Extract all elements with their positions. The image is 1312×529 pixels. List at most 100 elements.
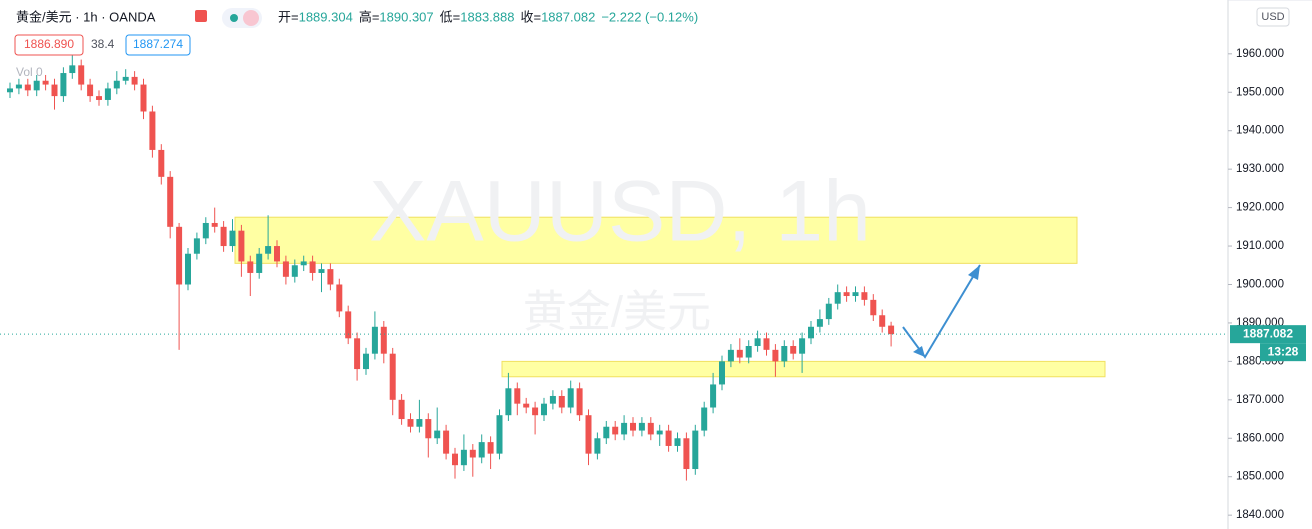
candle-body	[469, 449, 476, 458]
candle-body	[487, 442, 494, 454]
candle-body	[113, 80, 120, 89]
candle-body	[318, 269, 325, 273]
candle-body	[772, 349, 779, 362]
candle-body	[843, 292, 850, 297]
candle-body	[78, 65, 85, 85]
candle-body	[140, 84, 147, 112]
candle-body	[104, 88, 111, 100]
candle-body	[24, 84, 31, 91]
candle-body	[870, 299, 877, 316]
candle-body	[398, 399, 405, 420]
ohlc-key: 低=	[440, 9, 461, 24]
y-tick-label: 1940.000	[1236, 125, 1284, 137]
candle-body	[327, 269, 334, 285]
drawn-arrow	[902, 264, 981, 359]
candle-body	[460, 449, 467, 466]
candle-body	[701, 407, 708, 431]
y-tick-label: 1950.000	[1236, 86, 1284, 98]
flag-icon[interactable]	[195, 10, 207, 22]
status-dot	[230, 14, 238, 22]
candle-body	[523, 403, 530, 408]
ohlc-value: 1887.082	[541, 9, 595, 24]
candle-body	[808, 326, 814, 339]
candle-body	[336, 284, 343, 312]
candle-body	[452, 453, 458, 466]
plot	[0, 53, 1228, 481]
candle-body	[7, 88, 13, 93]
candle-body	[238, 230, 245, 262]
countdown: 13:28	[1268, 344, 1299, 358]
candle-body	[630, 422, 636, 431]
candle-body	[131, 76, 138, 85]
candle-body	[576, 388, 583, 416]
ask-box[interactable]	[125, 34, 191, 56]
candle-body	[799, 338, 806, 354]
candle-body	[532, 407, 539, 416]
y-tick-label: 1910.000	[1236, 240, 1284, 252]
candle-body	[879, 315, 886, 327]
candle-body	[727, 349, 734, 362]
candle-body	[407, 419, 414, 427]
ohlc-value: 1883.888	[460, 9, 514, 24]
candle-body	[425, 419, 432, 439]
ask: 1887.274	[133, 37, 183, 51]
candle-body	[167, 176, 174, 227]
candle-body	[193, 238, 200, 254]
candle-body	[594, 438, 601, 454]
candle-body	[496, 415, 503, 454]
candle-body	[265, 246, 272, 254]
ohlc-value: 1889.304	[299, 9, 353, 24]
candle-body	[300, 261, 307, 266]
candle-body	[60, 73, 67, 97]
candle-body	[816, 319, 823, 327]
candle-body	[42, 80, 49, 85]
y-tick-label: 1960.000	[1236, 48, 1284, 60]
candle-body	[567, 388, 574, 408]
candle-body	[558, 395, 565, 408]
zone	[501, 360, 1106, 378]
candle-body	[638, 422, 645, 431]
candle-body	[256, 253, 263, 273]
candle-body	[371, 326, 378, 354]
candle-body	[834, 292, 841, 304]
candle-body	[176, 226, 183, 285]
ohlc-key: 高=	[359, 9, 380, 24]
candle-body	[87, 84, 94, 97]
bid-box[interactable]	[14, 34, 84, 56]
volume-label: Vol 0	[16, 65, 43, 79]
ohlc-value: 1890.307	[379, 9, 433, 24]
candle-body	[96, 96, 102, 100]
candle-body	[247, 261, 254, 273]
candle-body	[69, 65, 76, 74]
candle-body	[33, 80, 40, 91]
status-icon	[243, 10, 259, 26]
candle-body	[443, 430, 450, 454]
candle-body	[781, 346, 788, 362]
candle-body	[719, 361, 725, 385]
ohlc-key: 开=	[278, 9, 299, 24]
arrow-head	[913, 346, 925, 357]
candle-body	[683, 438, 690, 470]
zone	[234, 216, 1078, 264]
candle-body	[825, 303, 832, 320]
y-tick-label: 1850.000	[1236, 471, 1284, 483]
candle-body	[51, 84, 58, 97]
candle-body	[656, 430, 663, 435]
candle-body	[309, 261, 316, 273]
candle-body	[202, 222, 209, 239]
currency-box[interactable]	[1256, 7, 1290, 27]
candle-body	[647, 422, 654, 435]
candle-body	[763, 338, 770, 350]
candle-body	[211, 222, 218, 227]
candle-body	[541, 403, 547, 416]
candle-body	[674, 438, 681, 446]
y-axis: 1840.0001850.0001860.0001870.0001880.000…	[1228, 48, 1306, 521]
candle-body	[345, 311, 352, 339]
candle-body	[291, 265, 298, 277]
candle-body	[754, 338, 761, 347]
watermark: XAUUSD, 1h	[369, 164, 871, 260]
candle-body	[549, 395, 556, 404]
ohlc-legend: 开= 1889.304 高= 1890.307 低= 1883.888 收= 1887.082…	[278, 9, 698, 24]
